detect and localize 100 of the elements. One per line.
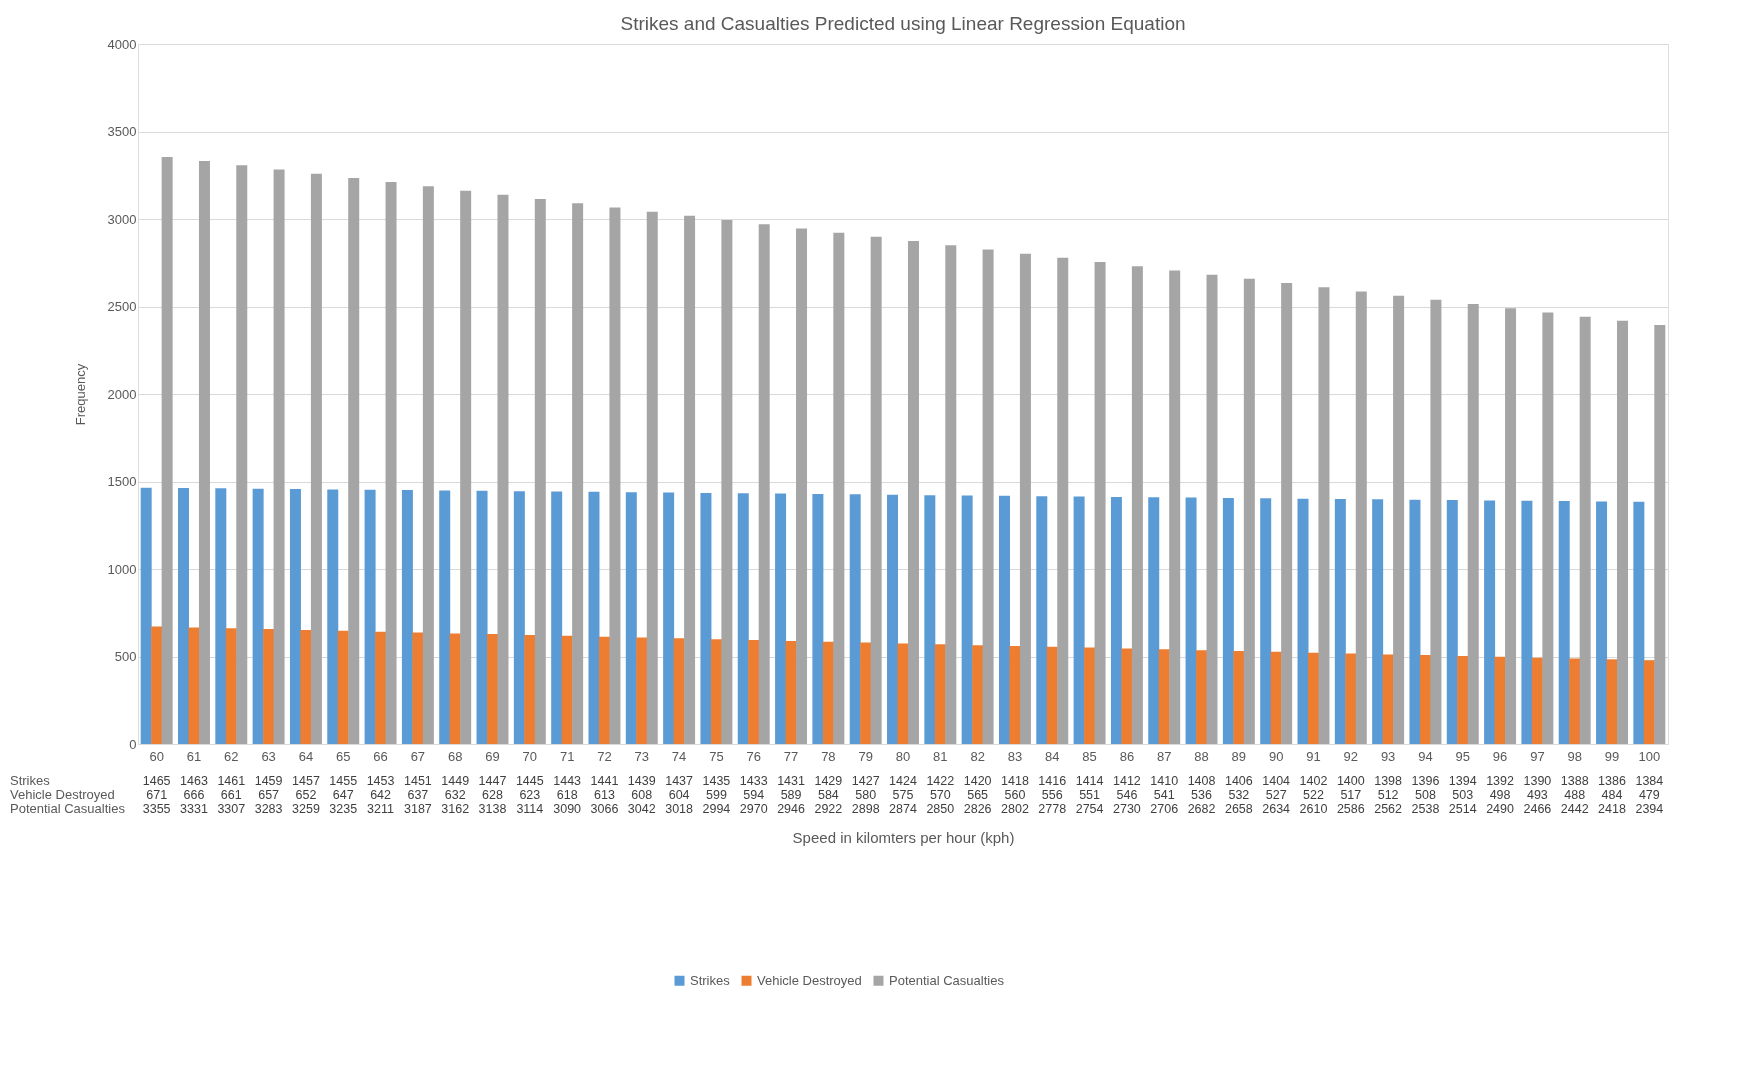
data-label: 1447 [478, 774, 507, 788]
data-label: 1414 [1075, 774, 1104, 788]
bar [1009, 646, 1021, 744]
bar [609, 207, 621, 744]
bar [982, 249, 994, 744]
data-label: 3211 [367, 802, 395, 816]
data-label: 3042 [627, 802, 656, 816]
text: Potential Casualties [10, 801, 125, 816]
data-label: 1429 [814, 774, 843, 788]
data-label: 1449 [441, 774, 470, 788]
data-label: 1390 [1523, 774, 1552, 788]
bar [263, 629, 275, 744]
bar [1505, 308, 1517, 744]
x-tick-label: 86 [1119, 748, 1135, 764]
bar [1345, 653, 1357, 744]
data-label: 3331 [180, 802, 208, 816]
data-label: 560 [1004, 788, 1026, 802]
bar [1281, 283, 1293, 744]
bar [1260, 498, 1272, 744]
bar [812, 493, 824, 744]
data-label: 541 [1153, 788, 1175, 802]
bar [1419, 655, 1431, 744]
data-label: 484 [1601, 788, 1623, 802]
data-label: 1465 [142, 774, 171, 788]
data-label: 594 [743, 788, 765, 802]
text: Vehicle Destroyed [10, 787, 115, 802]
data-label: 517 [1340, 788, 1362, 802]
bar [310, 173, 322, 744]
bar [422, 186, 434, 744]
bar [460, 190, 472, 744]
bar [700, 492, 712, 744]
bar [198, 161, 210, 744]
bar [534, 199, 546, 744]
data-label: 1422 [926, 774, 955, 788]
bar [1446, 500, 1458, 744]
data-label: 1443 [553, 774, 582, 788]
x-tick-label: 78 [821, 748, 836, 764]
data-label: 1437 [665, 774, 694, 788]
bar [1531, 657, 1543, 744]
y-tick-label: 2500 [107, 299, 137, 314]
y-axis-title: Frequency [72, 363, 88, 426]
bar [1643, 660, 1655, 744]
data-label: 3138 [478, 802, 507, 816]
data-label: 532 [1228, 788, 1250, 802]
bar [1185, 497, 1197, 744]
data-label: 527 [1265, 788, 1287, 802]
text: Strikes [10, 773, 50, 788]
bar [625, 492, 637, 744]
bar [439, 490, 451, 744]
bar [497, 194, 509, 744]
data-label: 2802 [1001, 802, 1029, 816]
data-label: 2538 [1411, 802, 1440, 816]
bar [1521, 500, 1533, 744]
data-label: 1433 [739, 774, 768, 788]
data-label: 628 [482, 788, 503, 802]
data-label: 1396 [1411, 774, 1440, 788]
x-tick-label: 67 [410, 748, 426, 764]
data-label: 3235 [329, 802, 358, 816]
x-tick-label: 65 [336, 748, 351, 764]
x-tick-label: 63 [261, 748, 276, 764]
bar [1094, 262, 1106, 744]
bar [598, 636, 610, 744]
bar [1430, 299, 1442, 744]
bar [1110, 496, 1122, 744]
data-label: 584 [817, 788, 839, 802]
data-label: 1402 [1299, 774, 1328, 788]
bar [348, 177, 360, 744]
bar [1121, 648, 1133, 744]
data-label: 2874 [889, 802, 917, 816]
bar [572, 203, 584, 744]
data-label: 1427 [851, 774, 880, 788]
data-label: 2658 [1224, 802, 1253, 816]
data-label: 1400 [1336, 774, 1365, 788]
bar [327, 489, 339, 744]
data-label: 508 [1415, 788, 1436, 802]
x-tick-label: 92 [1343, 748, 1359, 764]
bar [188, 627, 200, 744]
bar [1270, 651, 1282, 744]
data-label: 3066 [590, 802, 619, 816]
data-label: 661 [220, 788, 242, 802]
x-tick-label: 79 [858, 748, 873, 764]
data-label: 1463 [180, 774, 208, 788]
bar [796, 228, 808, 744]
legend-label: Vehicle Destroyed [757, 972, 862, 988]
data-label: 642 [370, 788, 392, 802]
bar [588, 491, 600, 744]
bar [721, 220, 733, 744]
bar [252, 488, 264, 744]
data-label: 1404 [1262, 774, 1291, 788]
data-label: 2490 [1486, 802, 1515, 816]
x-tick-label: 80 [895, 748, 911, 764]
x-tick-label: 83 [1007, 748, 1023, 764]
data-label: 3187 [403, 802, 432, 816]
data-label: 1455 [329, 774, 358, 788]
y-tick-label: 1000 [107, 561, 137, 577]
data-label: 488 [1564, 788, 1586, 802]
x-tick-label: 64 [298, 748, 314, 764]
data-label: 671 [146, 788, 168, 802]
bar [1355, 291, 1367, 744]
data-label: 2466 [1523, 802, 1552, 816]
